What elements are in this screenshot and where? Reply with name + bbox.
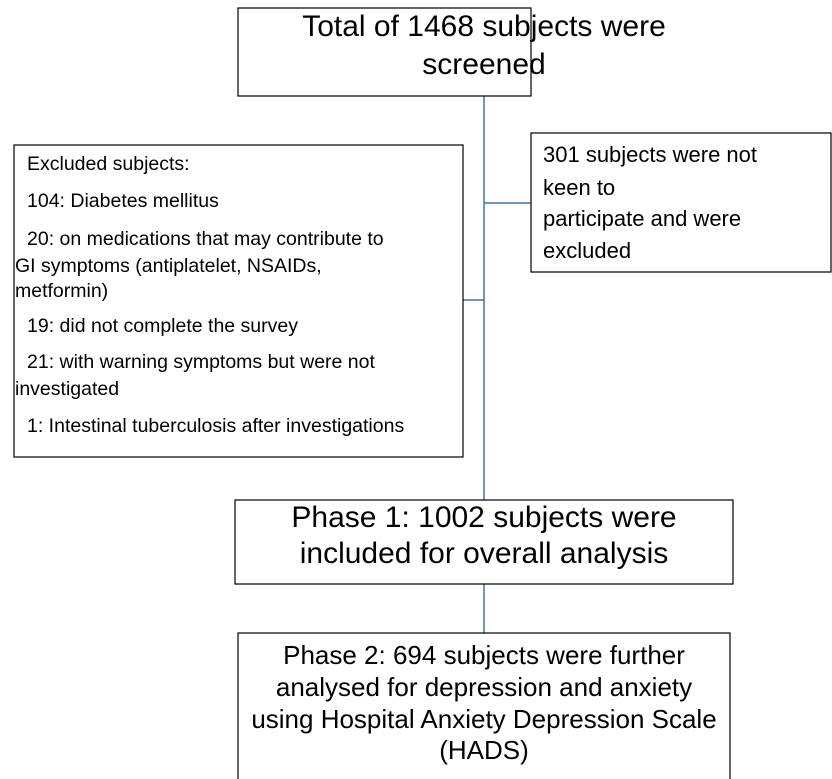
- box-text: excluded: [543, 238, 631, 263]
- box-text: screened: [422, 48, 545, 81]
- box-text: keen to: [543, 175, 615, 200]
- box-title: Excluded subjects:: [27, 153, 190, 175]
- box-text: participate and were: [543, 206, 741, 231]
- box-text: 19: did not complete the survey: [27, 315, 298, 337]
- box-text: Total of 1468 subjects were: [302, 10, 666, 43]
- phase1-box: [234, 499, 734, 585]
- box-text: (HADS): [439, 735, 529, 765]
- box-text: investigated: [15, 378, 119, 400]
- excluded-box: [13, 144, 464, 458]
- box-text: Phase 2: 694 subjects were further: [283, 640, 685, 670]
- box-text: included for overall analysis: [300, 537, 669, 570]
- box-text: 21: with warning symptoms but were not: [27, 351, 375, 373]
- box-text: analysed for depression and anxiety: [276, 672, 692, 702]
- box-text: 1: Intestinal tuberculosis after investi…: [27, 415, 404, 437]
- box-text: 104: Diabetes mellitus: [27, 190, 219, 212]
- not-keen-box: [530, 132, 832, 273]
- phase2-box: [237, 632, 731, 779]
- box-text: GI symptoms (antiplatelet, NSAIDs,: [15, 255, 322, 277]
- screened-box: [237, 7, 532, 97]
- box-text: 20: on medications that may contribute t…: [27, 228, 384, 250]
- box-text: Phase 1: 1002 subjects were: [291, 501, 676, 534]
- box-text: metformin): [15, 280, 108, 302]
- box-text: using Hospital Anxiety Depression Scale: [251, 704, 716, 734]
- box-text: 301 subjects were not: [543, 142, 757, 167]
